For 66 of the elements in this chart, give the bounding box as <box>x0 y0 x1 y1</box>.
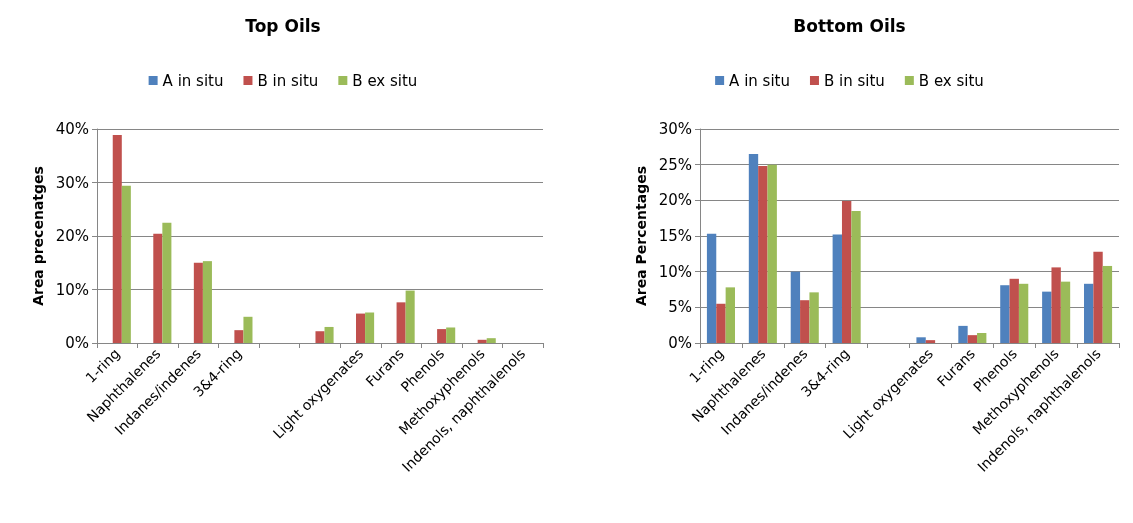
y-tick-label: 30% <box>55 173 89 192</box>
y-tick-label: 25% <box>658 155 692 174</box>
chart-title: Bottom Oils <box>793 15 906 36</box>
bar <box>1060 281 1071 343</box>
chart-title: Top Oils <box>245 15 321 36</box>
bar <box>486 338 496 343</box>
bar <box>748 153 759 343</box>
y-tick-label: 20% <box>55 227 89 245</box>
bar <box>725 287 735 343</box>
bar <box>809 292 819 343</box>
bar <box>121 185 131 343</box>
y-tick-label: 30% <box>658 120 692 138</box>
bar <box>841 201 852 343</box>
bar <box>967 335 978 343</box>
bar <box>925 340 936 343</box>
bar <box>977 333 987 343</box>
legend-label: B in situ <box>257 71 319 90</box>
legend-label: B ex situ <box>352 71 418 90</box>
bar <box>446 327 456 343</box>
y-tick-label: 0% <box>668 334 692 352</box>
bar <box>916 337 926 343</box>
bar <box>1102 265 1113 343</box>
bar <box>1084 283 1094 343</box>
y-axis-title: Area precenatges <box>29 166 46 306</box>
bar <box>851 211 861 343</box>
bar <box>112 134 122 343</box>
y-tick-label: 0% <box>65 334 89 352</box>
bar <box>437 329 447 343</box>
y-tick-label: 10% <box>55 280 89 299</box>
bar <box>716 303 726 343</box>
legend-label: A in situ <box>162 71 224 90</box>
bar <box>234 330 244 343</box>
y-axis-title: Area Percentages <box>632 166 649 306</box>
bar <box>324 326 334 343</box>
legend-label: B in situ <box>823 71 885 90</box>
bar <box>790 271 801 343</box>
bar <box>800 300 810 343</box>
bar <box>153 233 163 343</box>
legend-label: A in situ <box>729 71 790 90</box>
bar <box>767 164 777 343</box>
bar <box>356 313 366 343</box>
bar <box>1009 278 1019 343</box>
y-tick-label: 10% <box>658 262 692 281</box>
y-tick-label: 40% <box>55 120 89 138</box>
bar <box>832 234 842 343</box>
bar <box>706 233 717 343</box>
bar <box>1093 251 1103 343</box>
bar <box>315 331 325 343</box>
y-tick-label: 20% <box>658 191 692 210</box>
legend-label: B ex situ <box>918 71 984 90</box>
bar <box>1051 267 1061 343</box>
bar <box>243 316 253 343</box>
bar <box>1042 291 1052 343</box>
bar <box>193 262 203 343</box>
bar <box>1000 285 1010 343</box>
bar <box>758 166 768 343</box>
bar <box>202 261 212 343</box>
y-tick-label: 15% <box>658 227 692 245</box>
bar <box>1018 283 1029 343</box>
bar <box>477 339 487 343</box>
bar <box>958 325 968 343</box>
bar <box>396 302 406 343</box>
bar <box>405 290 415 343</box>
bar <box>162 222 172 343</box>
y-tick-label: 5% <box>668 298 692 317</box>
bar <box>365 312 375 343</box>
